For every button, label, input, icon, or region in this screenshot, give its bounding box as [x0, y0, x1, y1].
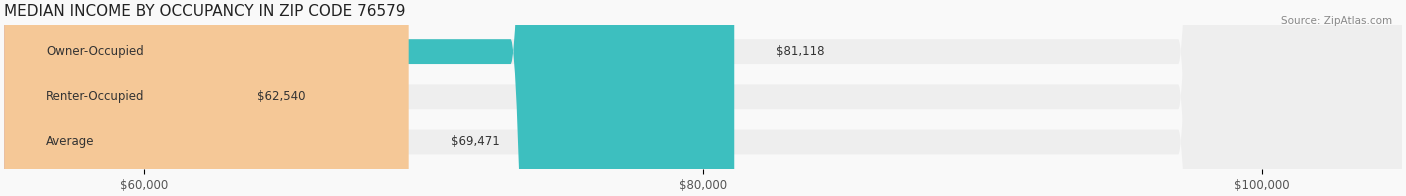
FancyBboxPatch shape — [0, 0, 228, 196]
FancyBboxPatch shape — [4, 0, 1402, 196]
Text: $69,471: $69,471 — [450, 135, 499, 149]
FancyBboxPatch shape — [4, 0, 1402, 196]
Text: $62,540: $62,540 — [257, 90, 305, 103]
Text: $81,118: $81,118 — [776, 45, 825, 58]
FancyBboxPatch shape — [4, 0, 409, 196]
Text: Source: ZipAtlas.com: Source: ZipAtlas.com — [1281, 16, 1392, 26]
FancyBboxPatch shape — [4, 0, 1402, 196]
FancyBboxPatch shape — [4, 0, 734, 196]
Text: Owner-Occupied: Owner-Occupied — [46, 45, 143, 58]
Text: MEDIAN INCOME BY OCCUPANCY IN ZIP CODE 76579: MEDIAN INCOME BY OCCUPANCY IN ZIP CODE 7… — [4, 4, 406, 19]
Text: Average: Average — [46, 135, 94, 149]
Text: Renter-Occupied: Renter-Occupied — [46, 90, 145, 103]
